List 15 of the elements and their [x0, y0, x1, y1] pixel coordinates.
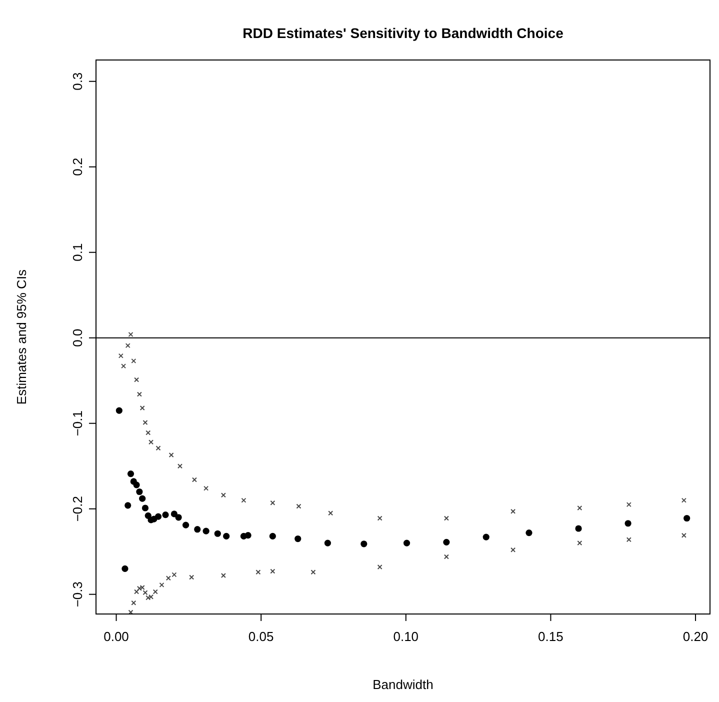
x-tick-label: 0.00 [104, 629, 129, 644]
x-tick-label: 0.15 [538, 629, 564, 644]
chart-title: RDD Estimates' Sensitivity to Bandwidth Choice [242, 25, 564, 41]
y-tick-label: −0.3 [70, 582, 85, 608]
x-tick-label: 0.10 [393, 629, 419, 644]
y-tick-label: −0.1 [70, 410, 85, 436]
x-axis-title: Bandwidth [372, 677, 434, 692]
y-tick-label: 0.3 [70, 72, 85, 90]
y-axis-title: Estimates and 95% CIs [14, 268, 29, 405]
y-tick-label: 0.0 [70, 328, 85, 347]
y-tick-label: −0.2 [70, 496, 85, 522]
x-tick-label: 0.05 [248, 629, 274, 644]
y-tick-label: 0.2 [70, 158, 85, 176]
x-tick-label: 0.20 [682, 629, 708, 644]
y-tick-label: 0.1 [70, 243, 85, 262]
